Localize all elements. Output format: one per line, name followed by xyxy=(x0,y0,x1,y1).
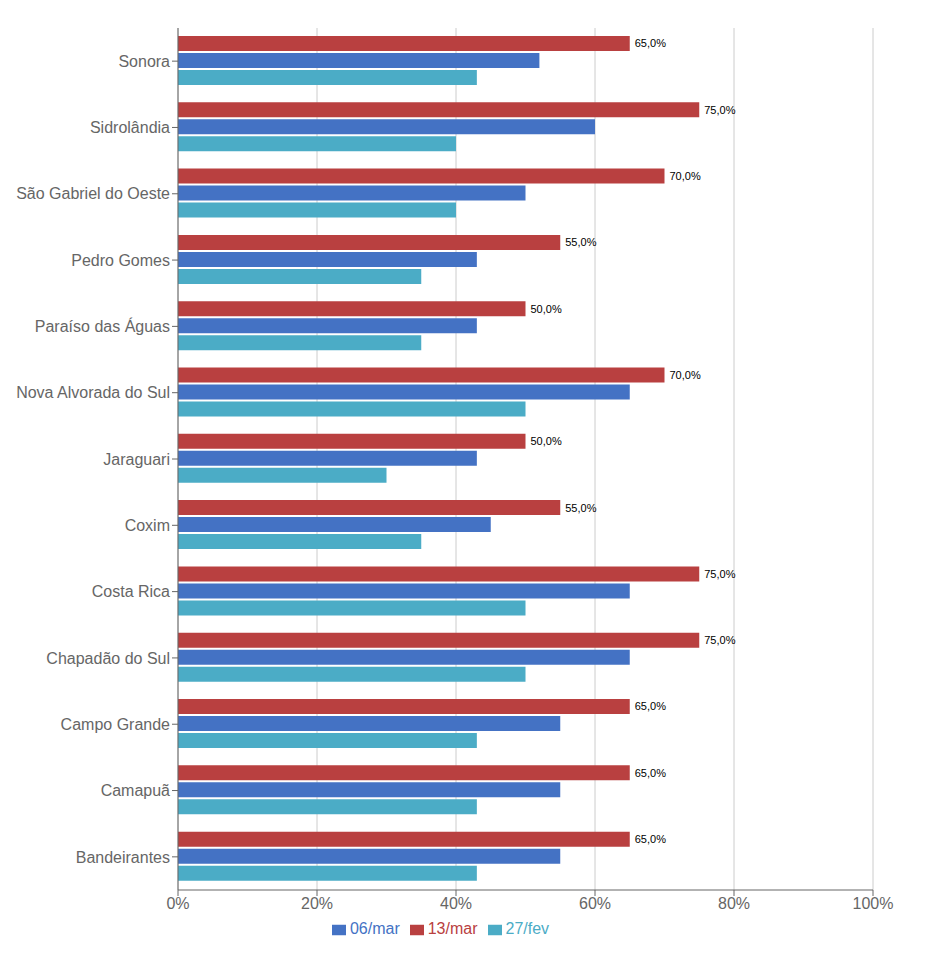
svg-text:Camapuã: Camapuã xyxy=(101,782,170,799)
svg-text:65,0%: 65,0% xyxy=(635,700,666,712)
svg-text:Jaraguari: Jaraguari xyxy=(103,451,170,468)
svg-text:Costa Rica: Costa Rica xyxy=(92,583,170,600)
svg-text:São Gabriel do Oeste: São Gabriel do Oeste xyxy=(16,185,170,202)
svg-text:65,0%: 65,0% xyxy=(635,833,666,845)
html-text:13/mar: 13/mar xyxy=(427,920,478,937)
svg-text:80%: 80% xyxy=(718,895,750,912)
svg-text:Bandeirantes: Bandeirantes xyxy=(76,849,170,866)
svg-text:70,0%: 70,0% xyxy=(670,170,701,182)
svg-text:Sonora: Sonora xyxy=(118,53,170,70)
svg-text:0%: 0% xyxy=(166,895,189,912)
svg-text:Campo Grande: Campo Grande xyxy=(61,716,170,733)
html-text:27/fev: 27/fev xyxy=(505,920,550,937)
svg-text:55,0%: 55,0% xyxy=(565,502,596,514)
svg-text:40%: 40% xyxy=(440,895,472,912)
svg-text:75,0%: 75,0% xyxy=(704,568,735,580)
svg-text:Coxim: Coxim xyxy=(125,517,170,534)
svg-text:Chapadão do Sul: Chapadão do Sul xyxy=(46,650,170,667)
svg-text:Sidrolândia: Sidrolândia xyxy=(90,119,170,136)
svg-text:70,0%: 70,0% xyxy=(670,369,701,381)
html-text:06/mar: 06/mar xyxy=(349,920,400,937)
svg-text:75,0%: 75,0% xyxy=(704,104,735,116)
svg-text:Nova Alvorada do Sul: Nova Alvorada do Sul xyxy=(16,384,170,401)
svg-text:20%: 20% xyxy=(301,895,333,912)
svg-text:65,0%: 65,0% xyxy=(635,37,666,49)
svg-text:65,0%: 65,0% xyxy=(635,767,666,779)
svg-text:Paraíso das Águas: Paraíso das Águas xyxy=(35,317,170,335)
svg-text:Pedro Gomes: Pedro Gomes xyxy=(71,252,170,269)
svg-text:55,0%: 55,0% xyxy=(565,236,596,248)
svg-text:50,0%: 50,0% xyxy=(531,435,562,447)
svg-text:50,0%: 50,0% xyxy=(531,303,562,315)
svg-text:60%: 60% xyxy=(579,895,611,912)
svg-text:75,0%: 75,0% xyxy=(704,634,735,646)
svg-text:100%: 100% xyxy=(853,895,894,912)
